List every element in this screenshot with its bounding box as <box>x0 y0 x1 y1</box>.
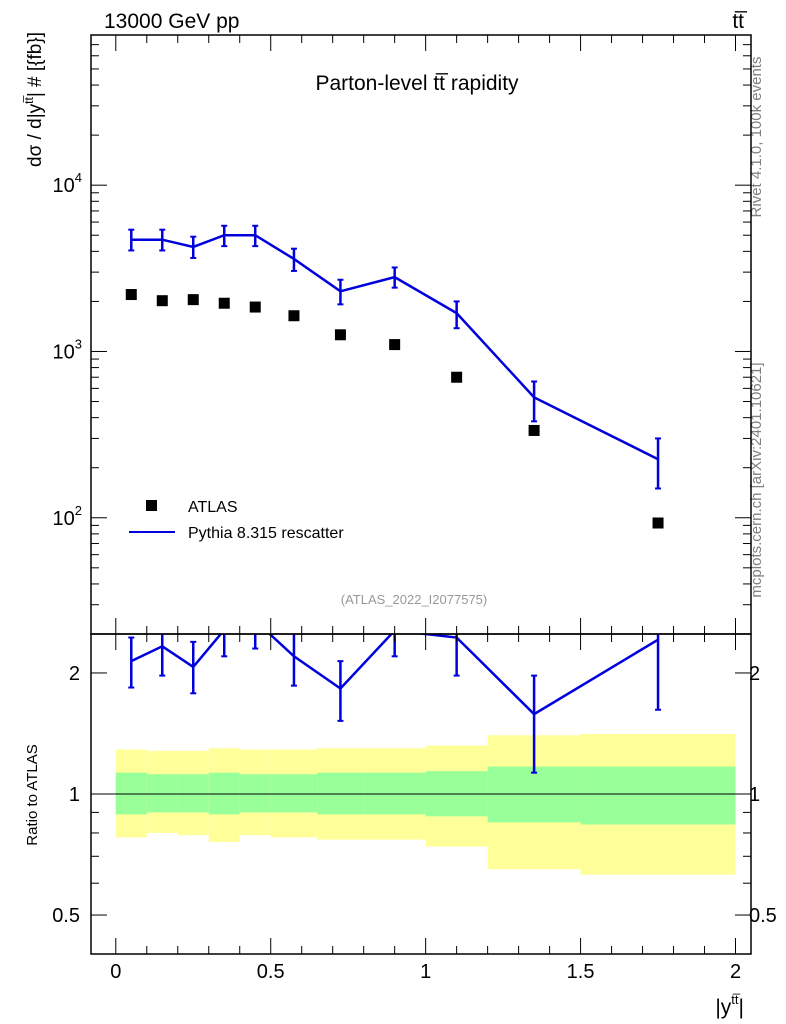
energy-label: 13000 GeV pp <box>104 10 239 33</box>
legend-label-atlas: ATLAS <box>188 499 238 516</box>
data-point <box>125 289 137 301</box>
ratio-y-tick-label-right: 0.5 <box>749 905 777 927</box>
data-point <box>288 310 300 322</box>
data-point <box>156 295 168 307</box>
main-y-tick-label-exp: 2 <box>75 503 82 518</box>
data-point <box>334 329 346 341</box>
main-panel-frame <box>90 34 752 635</box>
data-point <box>652 517 664 529</box>
x-tick-label: 1.5 <box>567 961 595 983</box>
ratio-y-tick-label-right: 1 <box>749 784 760 806</box>
ratio-plot-content <box>91 634 751 875</box>
uncertainty-band-inner <box>239 774 271 813</box>
x-tick-label: 1 <box>420 961 431 983</box>
uncertainty-band-inner <box>177 774 209 813</box>
main-y-tick-label: 104 <box>53 170 82 197</box>
main-y-tick-label: 103 <box>53 336 82 363</box>
rivet-version-label: Rivet 4.1.0, 100k events <box>748 57 765 218</box>
data-point <box>528 424 540 436</box>
x-tick-label: 0 <box>110 961 121 983</box>
data-point <box>451 371 463 383</box>
main-y-tick-label-exp: 3 <box>75 336 82 351</box>
legend-marker-atlas <box>146 500 157 511</box>
ratio-y-axis-label: Ratio to ATLAS <box>24 744 41 845</box>
chart-title: Parton-level tt̅ rapidity <box>315 72 519 95</box>
ratio-y-tick-label-right: 2 <box>749 663 760 685</box>
legend: ATLAS Pythia 8.315 rescatter <box>129 499 344 542</box>
main-y-axis-label: dσ / d|ytt̅| # [{fb}] <box>22 32 46 167</box>
x-tick-label: 0.5 <box>257 961 285 983</box>
main-y-axis-label-tail: | # [{fb}] <box>25 32 46 97</box>
ratio-ticks <box>91 634 751 955</box>
source-label: mcplots.cern.ch [arXiv:2401.10621] <box>748 362 765 597</box>
main-y-ticks <box>91 34 751 635</box>
ratio-y-tick-label-left: 2 <box>69 663 80 685</box>
data-point <box>187 294 199 306</box>
main-y-tick-label-base: 10 <box>53 175 75 197</box>
ratio-tick-labels: 0.5 0.5 1 1 2 2 0 0.5 1 1.5 2 <box>52 663 777 983</box>
main-y-tick-label: 102 <box>53 503 82 530</box>
uncertainty-band-inner <box>270 774 318 813</box>
x-axis-label-sup: tt̅ <box>731 992 740 1007</box>
main-plot-content <box>125 224 664 529</box>
main-y-tick-label-base: 10 <box>53 341 75 363</box>
main-y-axis-label-sup: tt̅ <box>22 95 36 104</box>
process-label: tt̅ <box>732 10 748 33</box>
x-axis-label-head: |y <box>715 996 731 1019</box>
main-y-axis-label-head: dσ / d|y <box>25 103 46 167</box>
x-tick-label: 2 <box>730 961 741 983</box>
ratio-y-tick-label-left: 0.5 <box>52 905 80 927</box>
data-point <box>218 297 230 309</box>
main-y-tick-label-exp: 4 <box>75 170 82 185</box>
ratio-panel: 0.5 0.5 1 1 2 2 0 0.5 1 1.5 2 Ratio to ATLAS |ytt̅… <box>24 633 777 1019</box>
legend-label-pythia: Pythia 8.315 rescatter <box>188 525 344 542</box>
uncertainty-band-inner <box>580 766 736 825</box>
main-y-tick-label-base: 10 <box>53 508 75 530</box>
x-axis-label: |ytt̅| <box>715 992 744 1019</box>
ratio-y-tick-label-left: 1 <box>69 784 80 806</box>
data-point <box>249 301 261 313</box>
data-point <box>389 339 401 351</box>
analysis-id: (ATLAS_2022_I2077575) <box>341 592 487 607</box>
x-axis-label-tail: | <box>739 996 744 1019</box>
uncertainty-band-inner <box>146 774 178 813</box>
